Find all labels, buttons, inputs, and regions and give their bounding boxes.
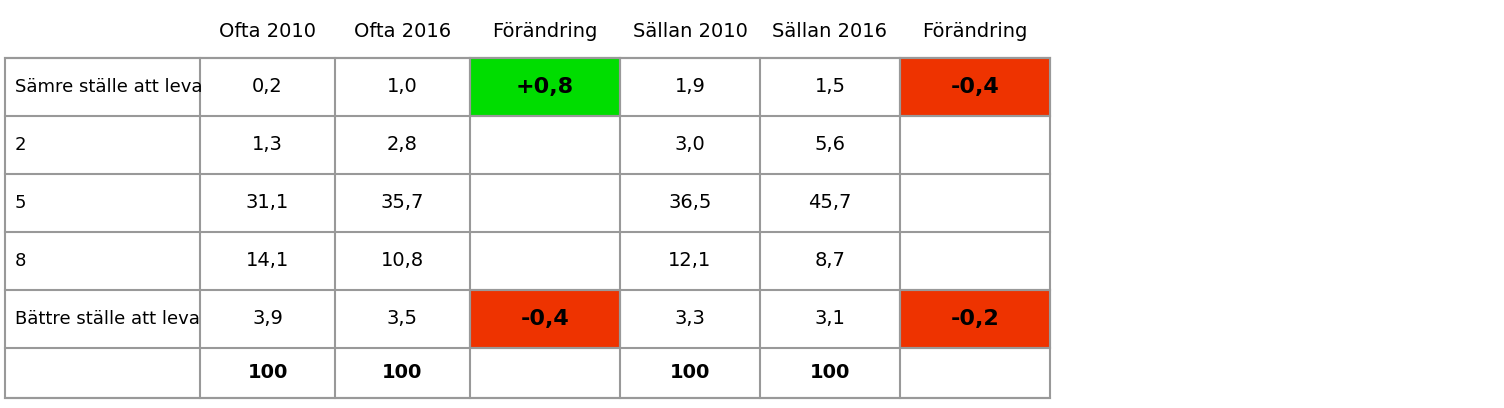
Text: Ofta 2010: Ofta 2010 (220, 22, 316, 41)
Text: -0,4: -0,4 (951, 77, 999, 97)
Text: -0,4: -0,4 (520, 309, 570, 329)
Text: 5: 5 (15, 194, 27, 212)
Text: +0,8: +0,8 (516, 77, 575, 97)
Text: 3,9: 3,9 (253, 310, 283, 328)
Text: 2: 2 (15, 136, 27, 154)
Text: 3,1: 3,1 (815, 310, 845, 328)
Text: 3,3: 3,3 (675, 310, 705, 328)
Text: 8: 8 (15, 252, 27, 270)
Text: 8,7: 8,7 (815, 251, 845, 271)
Text: 100: 100 (669, 364, 710, 383)
Text: Sämre ställe att leva: Sämre ställe att leva (15, 78, 203, 96)
Text: 36,5: 36,5 (668, 193, 711, 213)
Text: 10,8: 10,8 (381, 251, 424, 271)
Bar (5, 58, 1050, 398)
Text: 3,5: 3,5 (387, 310, 418, 328)
Text: Sällan 2016: Sällan 2016 (773, 22, 887, 41)
Text: 0,2: 0,2 (253, 78, 283, 97)
Text: 5,6: 5,6 (815, 135, 845, 155)
Text: 100: 100 (247, 364, 287, 383)
Text: 45,7: 45,7 (808, 193, 851, 213)
Text: Förändring: Förändring (492, 22, 597, 41)
Bar (899, 290, 1050, 348)
Text: Förändring: Förändring (922, 22, 1027, 41)
Bar (469, 58, 620, 116)
Text: 3,0: 3,0 (675, 135, 705, 155)
Text: Sällan 2010: Sällan 2010 (633, 22, 747, 41)
Text: 1,0: 1,0 (387, 78, 418, 97)
Text: 35,7: 35,7 (381, 193, 424, 213)
Bar (899, 58, 1050, 116)
Text: 1,3: 1,3 (253, 135, 283, 155)
Text: 1,5: 1,5 (815, 78, 845, 97)
Text: 12,1: 12,1 (668, 251, 711, 271)
Text: 1,9: 1,9 (675, 78, 705, 97)
Text: -0,2: -0,2 (951, 309, 999, 329)
Text: 100: 100 (809, 364, 850, 383)
Text: Bättre ställe att leva: Bättre ställe att leva (15, 310, 200, 328)
Text: Ofta 2016: Ofta 2016 (353, 22, 451, 41)
Text: 14,1: 14,1 (245, 251, 289, 271)
Text: 100: 100 (382, 364, 423, 383)
Bar (469, 290, 620, 348)
Text: 2,8: 2,8 (387, 135, 418, 155)
Text: 31,1: 31,1 (245, 193, 289, 213)
